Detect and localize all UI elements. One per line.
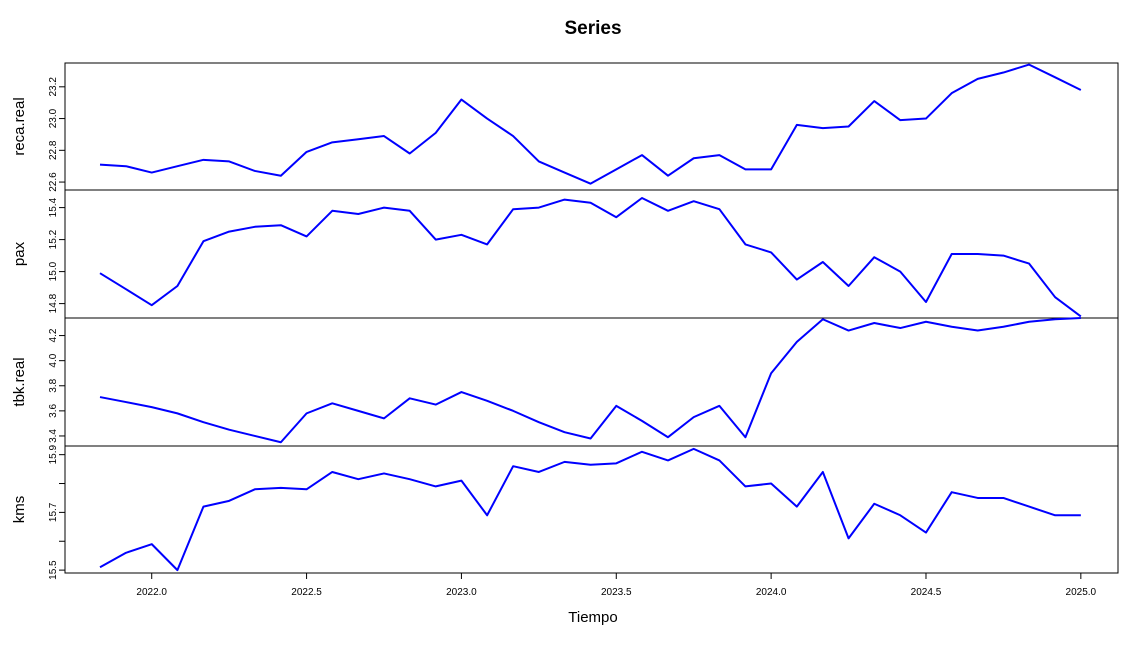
y-tick-label: 3.4 bbox=[48, 429, 59, 443]
panel-label: pax bbox=[11, 241, 28, 266]
panel-reca-real: 22.6 22.8 23.0 23.2 reca.real bbox=[11, 62, 1119, 192]
panel-tbk-real: 3.4 3.6 3.8 4.0 4.2 tbk.real bbox=[11, 317, 1119, 447]
panel-frame bbox=[64, 62, 1119, 191]
y-tick-label: 15.7 bbox=[48, 502, 59, 522]
series-line-reca-real bbox=[99, 63, 1082, 185]
y-tick-label: 15.9 bbox=[48, 444, 59, 464]
chart-title: Series bbox=[564, 18, 621, 39]
series-line-kms bbox=[99, 447, 1081, 572]
y-tick-label: 22.8 bbox=[48, 140, 59, 160]
x-tick-label: 2022.5 bbox=[291, 587, 322, 598]
y-tick-label: 15.2 bbox=[48, 229, 59, 249]
y-tick-label: 4.0 bbox=[48, 353, 59, 367]
y-tick-label: 15.4 bbox=[48, 197, 59, 217]
y-tick-label: 15.5 bbox=[48, 560, 59, 580]
y-tick-label: 4.2 bbox=[48, 328, 59, 342]
panel-label: reca.real bbox=[11, 97, 28, 155]
panel-frame bbox=[64, 317, 1119, 447]
x-tick-label: 2024.5 bbox=[911, 587, 942, 598]
x-tick-label: 2023.5 bbox=[601, 587, 632, 598]
x-tick-label: 2023.0 bbox=[446, 587, 477, 598]
series-line-tbk-real bbox=[99, 317, 1081, 444]
x-tick-label: 2024.0 bbox=[756, 587, 787, 598]
y-tick-label: 22.6 bbox=[48, 172, 59, 192]
y-tick-label: 23.2 bbox=[48, 77, 59, 97]
y-tick-label: 3.8 bbox=[48, 378, 59, 392]
panel-kms: 15.5 15.7 15.9 kms bbox=[11, 444, 1119, 580]
y-tick-label: 3.6 bbox=[48, 403, 59, 417]
x-axis: 2022.0 2022.5 2023.0 2023.5 2024.0 2024.5 2025… bbox=[136, 572, 1097, 598]
x-axis-label: Tiempo bbox=[568, 609, 617, 626]
x-tick-label: 2022.0 bbox=[136, 587, 167, 598]
panel-label: tbk.real bbox=[11, 357, 28, 406]
x-tick-label: 2025.0 bbox=[1066, 587, 1097, 598]
series-line-pax bbox=[99, 197, 1082, 318]
y-tick-label: 23.0 bbox=[48, 108, 59, 128]
y-tick-label: 14.8 bbox=[48, 293, 59, 313]
panel-label: kms bbox=[11, 496, 28, 524]
panel-pax: 14.8 15.0 15.2 15.4 pax bbox=[11, 189, 1119, 319]
panels: 22.6 22.8 23.0 23.2 reca.real 14.8 15.0 15.2 15.… bbox=[11, 62, 1119, 580]
y-tick-label: 15.0 bbox=[48, 261, 59, 281]
